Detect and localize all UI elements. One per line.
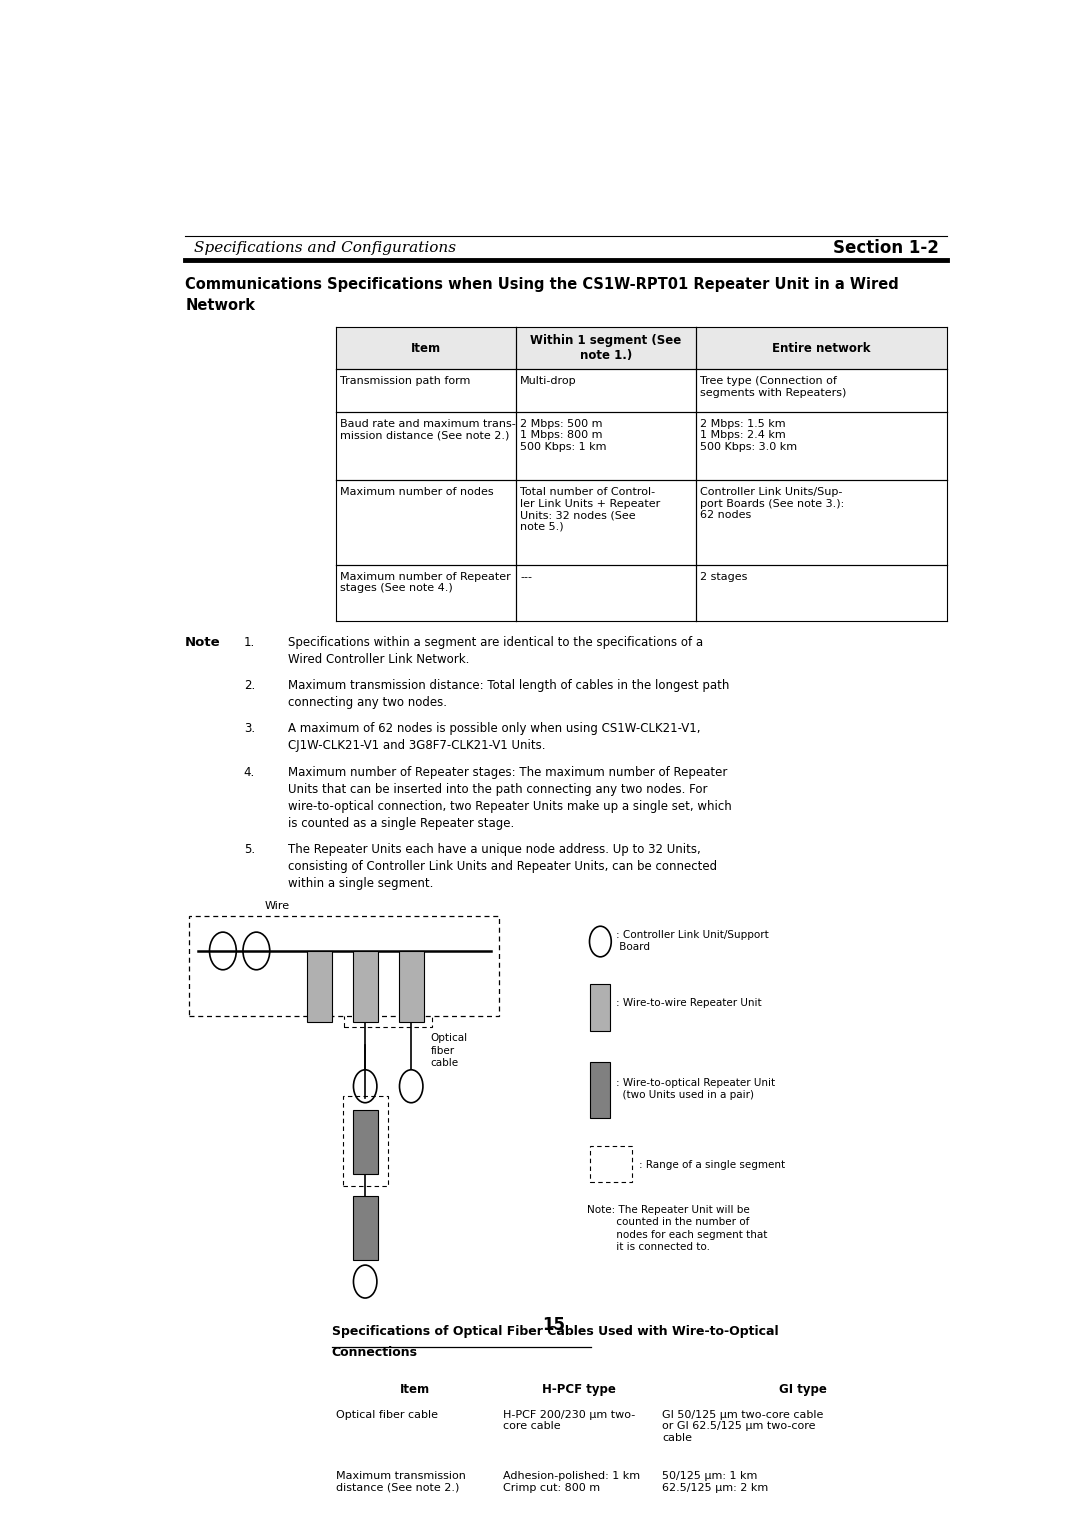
Text: Tree type (Connection of
segments with Repeaters): Tree type (Connection of segments with R… <box>700 376 847 397</box>
Text: 2 Mbps: 1.5 km
1 Mbps: 2.4 km
500 Kbps: 3.0 km: 2 Mbps: 1.5 km 1 Mbps: 2.4 km 500 Kbps: … <box>700 419 797 452</box>
Text: Entire network: Entire network <box>772 342 870 354</box>
Text: Optical fiber cable: Optical fiber cable <box>336 1410 437 1420</box>
Text: Optical
fiber
cable: Optical fiber cable <box>431 1033 468 1068</box>
Text: Multi-drop: Multi-drop <box>521 376 577 387</box>
Text: H-PCF 200/230 μm two-
core cable: H-PCF 200/230 μm two- core cable <box>503 1410 635 1432</box>
Text: Item: Item <box>401 1383 431 1395</box>
Text: Total number of Control-
ler Link Units + Repeater
Units: 32 nodes (See
note 5.): Total number of Control- ler Link Units … <box>521 487 660 532</box>
Text: Note: Note <box>186 636 220 649</box>
Text: Maximum transmission
distance (See note 2.): Maximum transmission distance (See note … <box>336 1471 465 1493</box>
Text: 2 stages: 2 stages <box>700 571 747 582</box>
Text: A maximum of 62 nodes is possible only when using CS1W-CLK21-V1,
CJ1W-CLK21-V1 a: A maximum of 62 nodes is possible only w… <box>288 723 701 752</box>
Text: 15: 15 <box>542 1316 565 1334</box>
Bar <box>696 327 947 370</box>
Bar <box>332 1375 499 1404</box>
Bar <box>499 1375 658 1404</box>
Bar <box>189 915 499 1016</box>
Text: GI type: GI type <box>779 1383 826 1395</box>
Text: Controller Link Units/Sup-
port Boards (See note 3.):
62 nodes: Controller Link Units/Sup- port Boards (… <box>700 487 845 520</box>
Text: ---: --- <box>521 571 532 582</box>
Text: : Wire-to-wire Repeater Unit: : Wire-to-wire Repeater Unit <box>617 998 761 1008</box>
Text: Specifications and Configurations: Specifications and Configurations <box>193 241 456 255</box>
Bar <box>307 950 332 1022</box>
Bar <box>352 1196 378 1261</box>
Text: 2.: 2. <box>244 680 255 692</box>
Bar <box>342 1096 388 1186</box>
Bar <box>516 327 696 370</box>
Bar <box>591 984 610 1031</box>
Text: Baud rate and maximum trans-
mission distance (See note 2.): Baud rate and maximum trans- mission dis… <box>340 419 516 440</box>
Bar <box>352 950 378 1022</box>
Text: Maximum number of nodes: Maximum number of nodes <box>340 487 494 497</box>
Text: 3.: 3. <box>244 723 255 735</box>
Text: Maximum transmission distance: Total length of cables in the longest path
connec: Maximum transmission distance: Total len… <box>288 680 730 709</box>
Text: Maximum number of Repeater
stages (See note 4.): Maximum number of Repeater stages (See n… <box>340 571 511 593</box>
Bar <box>591 1146 632 1181</box>
Text: : Wire-to-optical Repeater Unit
  (two Units used in a pair): : Wire-to-optical Repeater Unit (two Uni… <box>617 1079 775 1100</box>
Text: Specifications within a segment are identical to the specifications of a
Wired C: Specifications within a segment are iden… <box>288 636 703 666</box>
Bar <box>345 929 432 1027</box>
Text: Wire: Wire <box>265 902 289 911</box>
Text: 4.: 4. <box>244 766 255 779</box>
Bar <box>399 950 423 1022</box>
Text: Specifications of Optical Fiber Cables Used with Wire-to-Optical: Specifications of Optical Fiber Cables U… <box>332 1325 779 1339</box>
Text: Adhesion-polished: 1 km
Crimp cut: 800 m: Adhesion-polished: 1 km Crimp cut: 800 m <box>503 1471 640 1493</box>
Text: 50/125 μm: 1 km
62.5/125 μm: 2 km: 50/125 μm: 1 km 62.5/125 μm: 2 km <box>662 1471 769 1493</box>
Text: H-PCF type: H-PCF type <box>542 1383 616 1395</box>
Text: Section 1-2: Section 1-2 <box>833 238 939 257</box>
Text: Maximum number of Repeater stages: The maximum number of Repeater
Units that can: Maximum number of Repeater stages: The m… <box>288 766 732 830</box>
Text: Within 1 segment (See
note 1.): Within 1 segment (See note 1.) <box>530 335 681 362</box>
Text: 1.: 1. <box>244 636 255 649</box>
Text: : Controller Link Unit/Support
 Board: : Controller Link Unit/Support Board <box>617 929 769 952</box>
Text: Item: Item <box>410 342 441 354</box>
Text: GI 50/125 μm two-core cable
or GI 62.5/125 μm two-core
cable: GI 50/125 μm two-core cable or GI 62.5/1… <box>662 1410 824 1442</box>
Bar <box>591 1062 610 1118</box>
Bar <box>336 327 516 370</box>
Bar <box>658 1375 947 1404</box>
Text: Note: The Repeater Unit will be
         counted in the number of
         nodes: Note: The Repeater Unit will be counted … <box>588 1206 768 1253</box>
Text: The Repeater Units each have a unique node address. Up to 32 Units,
consisting o: The Repeater Units each have a unique no… <box>288 843 717 891</box>
Text: 5.: 5. <box>244 843 255 856</box>
Text: 2 Mbps: 500 m
1 Mbps: 800 m
500 Kbps: 1 km: 2 Mbps: 500 m 1 Mbps: 800 m 500 Kbps: 1 … <box>521 419 607 452</box>
Text: : Range of a single segment: : Range of a single segment <box>639 1160 785 1170</box>
Bar <box>352 1109 378 1175</box>
Text: Communications Specifications when Using the CS1W-RPT01 Repeater Unit in a Wired: Communications Specifications when Using… <box>186 278 899 313</box>
Text: Connections: Connections <box>332 1346 418 1360</box>
Text: Transmission path form: Transmission path form <box>340 376 471 387</box>
